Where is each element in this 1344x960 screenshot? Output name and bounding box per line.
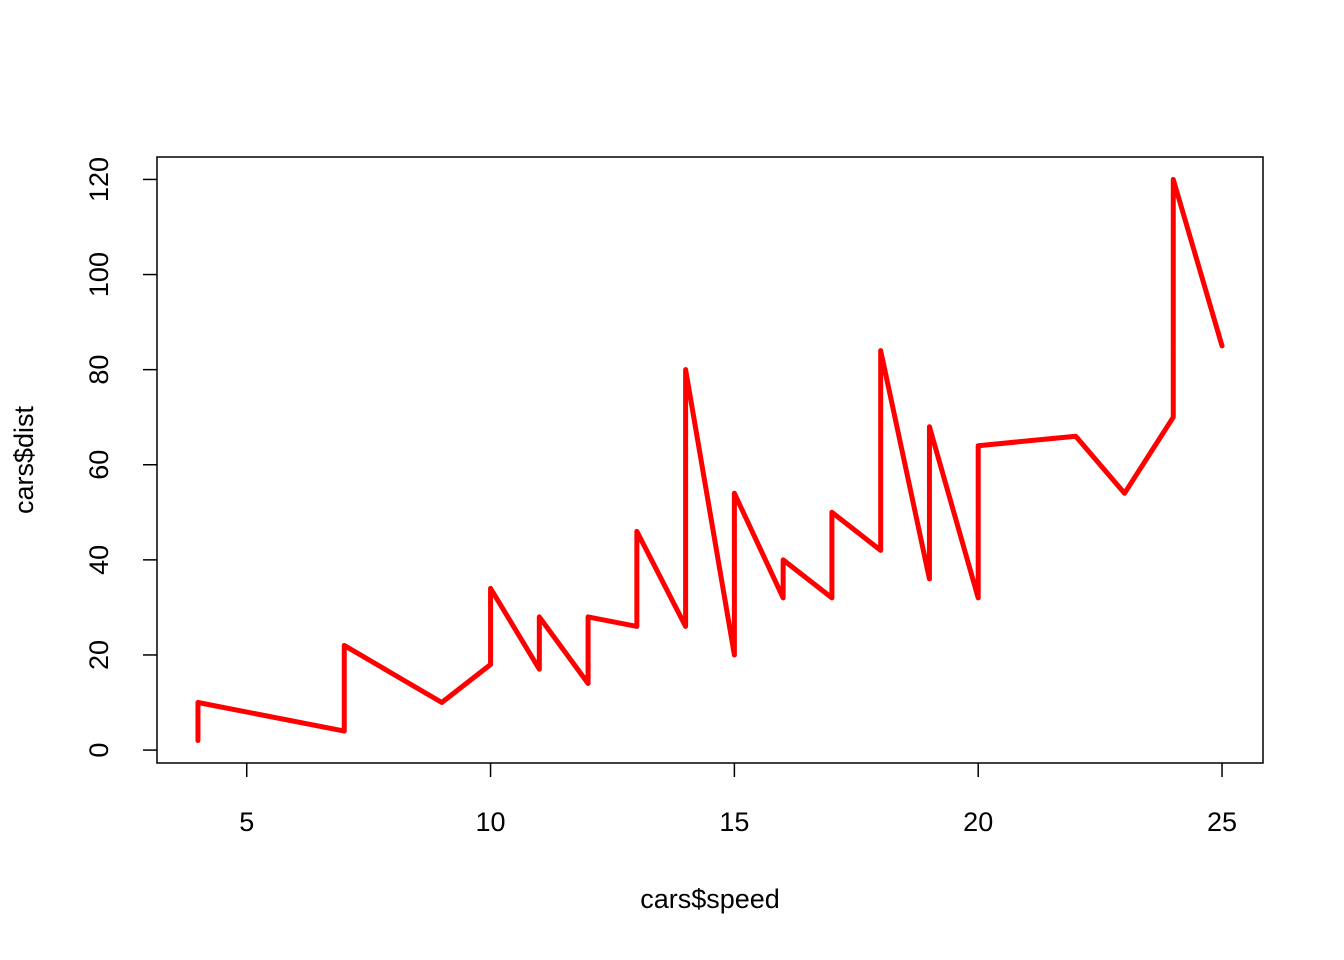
x-tick-label: 20 [963, 807, 993, 837]
x-tick-label: 5 [239, 807, 254, 837]
x-tick-label: 25 [1207, 807, 1237, 837]
data-line [195, 176, 1225, 744]
y-axis-label: cars$dist [9, 405, 39, 514]
y-tick-label: 60 [84, 450, 114, 480]
y-tick-label: 40 [84, 545, 114, 575]
plot-frame [156, 156, 1264, 764]
y-tick-label: 0 [84, 743, 114, 758]
x-axis-label: cars$speed [640, 884, 780, 914]
y-tick-label: 120 [84, 157, 114, 202]
y-tick-label: 100 [84, 252, 114, 297]
y-tick-label: 80 [84, 355, 114, 385]
x-tick-label: 15 [719, 807, 749, 837]
y-tick-label: 20 [84, 640, 114, 670]
x-tick-label: 10 [476, 807, 506, 837]
